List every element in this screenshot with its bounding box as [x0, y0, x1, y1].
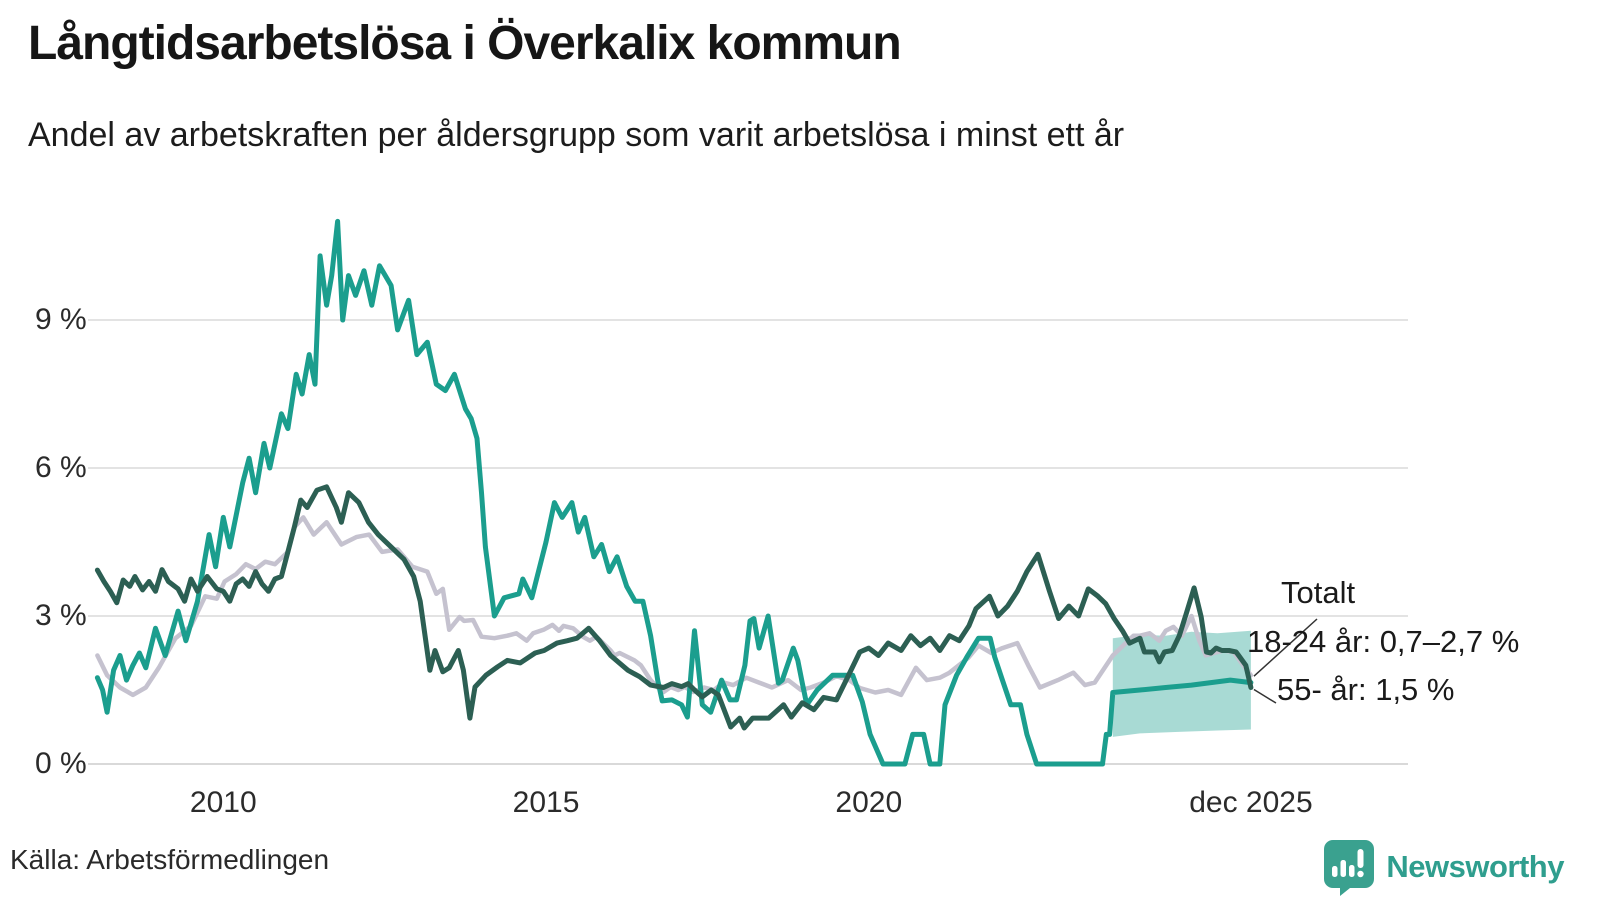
source-note: Källa: Arbetsförmedlingen [10, 844, 330, 875]
y-tick-label: 6 % [35, 451, 87, 484]
series-line-18-24-år [94, 218, 1254, 767]
x-tick-label: 2015 [513, 786, 580, 819]
x-tick-label: 2010 [190, 786, 257, 819]
y-tick-label: 3 % [35, 599, 87, 632]
leader-line-totalt [1253, 618, 1318, 677]
leader-line-55plus [1253, 688, 1277, 704]
series-label-18-24: 18-24 år: 0,7–2,7 % [1247, 624, 1520, 659]
newsworthy-bubble-icon [1324, 840, 1375, 896]
page-title: Långtidsarbetslösa i Överkalix kommun [28, 17, 902, 70]
y-tick-label: 0 % [35, 747, 87, 780]
y-tick-label: 9 % [35, 303, 87, 336]
x-tick-label: dec 2025 [1189, 786, 1312, 819]
series-line-totalt [95, 515, 1254, 698]
page-subtitle: Andel av arbetskraften per åldersgrupp s… [28, 116, 1125, 154]
newsworthy-logo: Newsworthy [1320, 838, 1564, 896]
x-tick-label: 2020 [835, 786, 902, 819]
series-label-55plus: 55- år: 1,5 % [1277, 672, 1455, 707]
series-label-totalt: Totalt [1281, 575, 1356, 610]
series-line-55-år [94, 484, 1254, 731]
newsworthy-wordmark: Newsworthy [1386, 849, 1564, 884]
